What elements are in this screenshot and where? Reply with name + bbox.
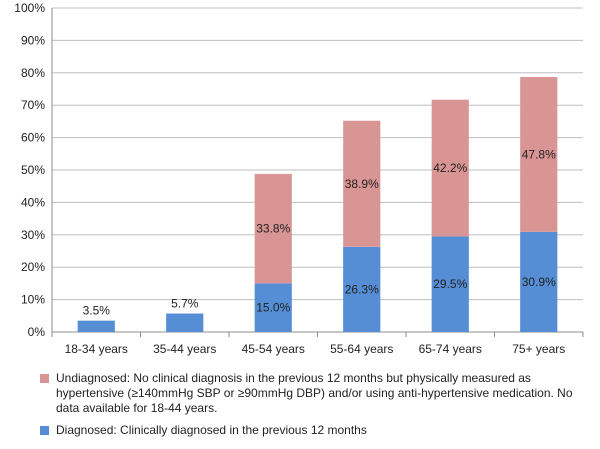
legend-item-diagnosed: Diagnosed: Clinically diagnosed in the p… <box>40 423 580 438</box>
bar-diagnosed-5 <box>520 231 558 332</box>
legend-item-undiagnosed: Undiagnosed: No clinical diagnosis in th… <box>40 371 580 416</box>
y-tick-label: 20% <box>21 260 45 274</box>
y-tick-label: 40% <box>21 195 45 209</box>
x-tick-label: 45-54 years <box>242 342 305 356</box>
y-tick-label: 0% <box>28 325 46 339</box>
legend-swatch-diagnosed <box>40 426 49 435</box>
bar-undiagnosed-5 <box>520 77 558 232</box>
data-label-diagnosed-5: 30.9% <box>522 275 556 289</box>
y-tick-label: 70% <box>21 98 45 112</box>
bar-diagnosed-0 <box>77 320 115 332</box>
bar-diagnosed-3 <box>343 246 381 332</box>
bar-undiagnosed-4 <box>431 99 469 237</box>
x-tick-label: 18-34 years <box>65 342 128 356</box>
x-tick-label: 65-74 years <box>419 342 482 356</box>
y-tick-label: 90% <box>21 33 45 47</box>
bar-undiagnosed-3 <box>343 120 381 247</box>
data-label-undiagnosed-3: 38.9% <box>345 177 379 191</box>
x-tick-label: 55-64 years <box>330 342 393 356</box>
bar-diagnosed-4 <box>431 236 469 332</box>
legend-text-undiagnosed: Undiagnosed: No clinical diagnosis in th… <box>56 371 573 415</box>
bar-diagnosed-2 <box>254 283 292 332</box>
legend-text-diagnosed: Diagnosed: Clinically diagnosed in the p… <box>56 423 367 437</box>
data-label-diagnosed-1: 5.7% <box>171 297 199 311</box>
data-label-diagnosed-0: 3.5% <box>83 304 111 318</box>
bar-undiagnosed-2 <box>254 173 292 284</box>
x-tick-label: 75+ years <box>512 342 565 356</box>
y-tick-label: 60% <box>21 131 45 145</box>
x-tick-label: 35-44 years <box>153 342 216 356</box>
y-tick-label: 50% <box>21 163 45 177</box>
data-label-undiagnosed-2: 33.8% <box>256 222 290 236</box>
legend-swatch-undiagnosed <box>40 374 49 383</box>
data-label-diagnosed-3: 26.3% <box>345 282 379 296</box>
data-label-undiagnosed-4: 42.2% <box>433 161 467 175</box>
y-tick-label: 100% <box>14 1 45 15</box>
legend: Undiagnosed: No clinical diagnosis in th… <box>40 371 580 445</box>
data-label-diagnosed-2: 15.0% <box>256 301 290 315</box>
y-tick-label: 30% <box>21 228 45 242</box>
y-tick-label: 80% <box>21 66 45 80</box>
data-label-diagnosed-4: 29.5% <box>433 277 467 291</box>
y-tick-label: 10% <box>21 293 45 307</box>
data-label-undiagnosed-5: 47.8% <box>522 147 556 161</box>
stacked-bar-chart: 0% 10% 20% 30% 40% 50% 60% 70% 80% 90% 100% 3.5% 18-… <box>14 1 584 356</box>
bar-diagnosed-1 <box>166 313 204 332</box>
